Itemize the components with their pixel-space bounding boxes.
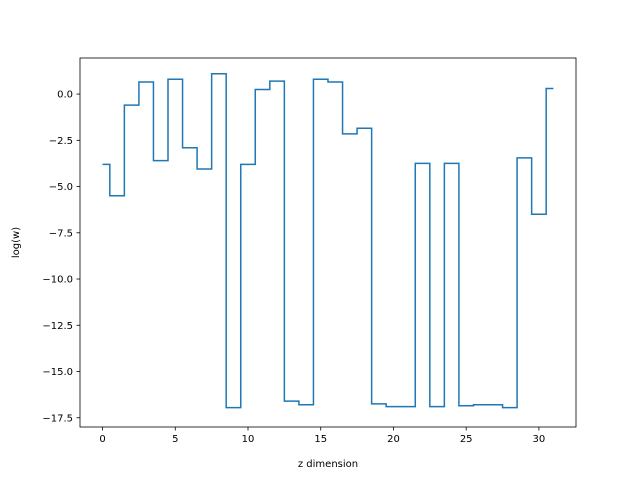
- y-tick-label: −10.0: [42, 275, 73, 286]
- y-tick-label: −17.5: [42, 413, 73, 424]
- axes-frame: [79, 57, 577, 428]
- x-tick-label: 5: [172, 434, 178, 445]
- y-tick-label: −5.0: [49, 182, 73, 193]
- plot-area: [102, 72, 554, 409]
- y-axis-label: log(w): [11, 227, 22, 258]
- x-tick-label: 25: [460, 434, 473, 445]
- series-line-0: [102, 72, 554, 409]
- y-tick-label: −7.5: [49, 228, 73, 239]
- x-axis: 0 5 10 15 20 25 30: [99, 427, 545, 445]
- x-axis-label: z dimension: [298, 459, 358, 470]
- y-tick-label: −2.5: [49, 136, 73, 147]
- y-axis: −17.5 −15.0 −12.5 −10.0 −7.5 −5.0 −2.5 0.0: [42, 90, 80, 424]
- x-tick-label: 0: [99, 434, 105, 445]
- y-tick-label: 0.0: [57, 90, 73, 101]
- y-tick-label: −15.0: [42, 367, 73, 378]
- x-tick-label: 30: [533, 434, 546, 445]
- x-tick-label: 15: [314, 434, 327, 445]
- x-tick-label: 10: [242, 434, 255, 445]
- y-tick-label: −12.5: [42, 321, 73, 332]
- x-tick-label: 20: [387, 434, 400, 445]
